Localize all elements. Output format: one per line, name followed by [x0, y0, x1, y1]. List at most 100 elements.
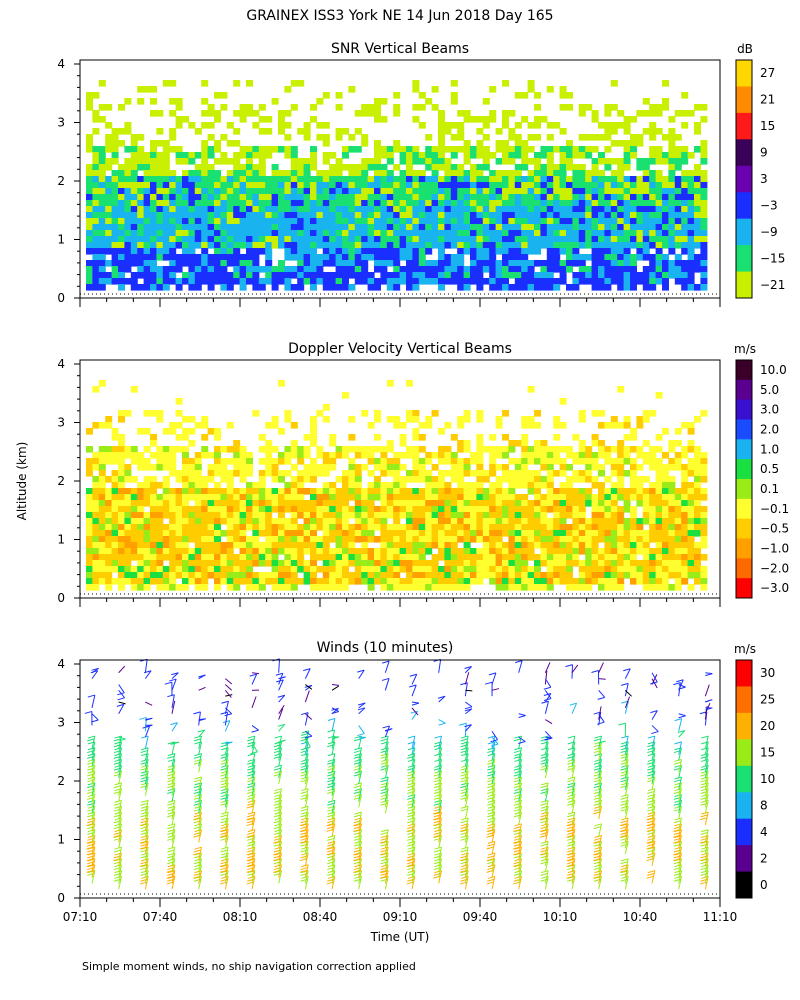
doppler-cell [598, 422, 605, 429]
snr-cell [540, 164, 548, 171]
doppler-cell [335, 530, 343, 537]
snr-cell [194, 194, 202, 201]
snr-cell [655, 176, 663, 183]
doppler-cell [399, 464, 407, 471]
doppler-cell [367, 560, 375, 567]
snr-cell [598, 158, 605, 165]
doppler-cell [521, 518, 529, 525]
doppler-cell [118, 476, 125, 483]
snr-cell [489, 278, 497, 285]
snr-cell [482, 224, 490, 231]
snr-cell [380, 200, 388, 207]
snr-cell [482, 194, 490, 201]
doppler-cell [342, 536, 349, 543]
snr-cell [617, 212, 625, 219]
doppler-cell [553, 458, 561, 465]
doppler-cell [105, 512, 113, 519]
snr-cell [546, 212, 554, 219]
doppler-cell [310, 428, 317, 435]
snr-cell [310, 212, 317, 219]
snr-cell [143, 242, 151, 249]
doppler-cell [521, 494, 529, 501]
snr-cell [463, 176, 471, 183]
snr-cell [463, 140, 471, 147]
snr-cell [540, 170, 548, 177]
doppler-cell [143, 428, 151, 435]
snr-cell [591, 278, 599, 285]
doppler-cell [137, 452, 145, 459]
doppler-cell [438, 530, 445, 537]
snr-cell [310, 158, 317, 165]
snr-cell [655, 218, 663, 225]
snr-cell [546, 122, 554, 129]
doppler-cell [457, 572, 465, 579]
doppler-cell [278, 548, 285, 555]
snr-cell [425, 194, 433, 201]
snr-cell [463, 206, 471, 213]
doppler-cell [361, 542, 369, 549]
snr-cell [566, 248, 573, 255]
doppler-cell [98, 578, 106, 585]
doppler-cell [169, 494, 177, 501]
snr-cell [578, 254, 586, 261]
snr-cell [271, 182, 279, 189]
doppler-cell [162, 530, 170, 537]
wind-barb-flag [113, 785, 122, 789]
doppler-cell [246, 560, 253, 567]
snr-cell [386, 182, 394, 189]
snr-cell [482, 212, 490, 219]
doppler-cell [175, 410, 183, 417]
wind-barb [91, 829, 96, 843]
doppler-cell [610, 494, 618, 501]
doppler-cell [630, 578, 637, 585]
doppler-cell [342, 446, 349, 453]
snr-cell [386, 236, 394, 243]
snr-cell [412, 242, 420, 249]
doppler-cell [438, 470, 445, 477]
snr-cell [86, 224, 93, 231]
doppler-cell [636, 482, 644, 489]
doppler-cell [527, 566, 535, 573]
doppler-cell [98, 560, 106, 567]
doppler-cell [694, 494, 701, 501]
snr-cell [150, 278, 157, 285]
doppler-cell [438, 482, 445, 489]
doppler-cell [374, 518, 381, 525]
doppler-cell [169, 548, 177, 555]
snr-cell [207, 266, 215, 273]
snr-cell [290, 218, 298, 225]
doppler-cell [636, 524, 644, 531]
doppler-cell [188, 506, 196, 513]
snr-cell [278, 176, 285, 183]
doppler-cell [540, 446, 548, 453]
snr-cell [444, 164, 452, 171]
wind-barb [91, 847, 96, 861]
snr-cell [143, 158, 151, 165]
snr-cell [578, 242, 586, 249]
doppler-cell [380, 548, 388, 555]
snr-cell [310, 230, 317, 237]
doppler-cell [361, 524, 369, 531]
snr-cell [162, 248, 170, 255]
wind-barb [144, 835, 149, 849]
snr-cell [527, 170, 535, 177]
doppler-cell [284, 446, 292, 453]
doppler-cell [92, 572, 100, 579]
snr-cell [655, 104, 663, 111]
snr-cell [214, 182, 221, 189]
doppler-cell [604, 560, 612, 567]
snr-cell [495, 206, 503, 213]
doppler-cell [214, 458, 221, 465]
doppler-cell [642, 506, 650, 513]
snr-cell [444, 158, 452, 165]
wind-barb-flag [139, 716, 147, 720]
wind-barb [118, 741, 123, 755]
snr-cell [156, 224, 164, 231]
doppler-cell [207, 452, 215, 459]
doppler-cell [527, 458, 535, 465]
doppler-cell [662, 452, 669, 459]
doppler-cell [169, 500, 177, 507]
doppler-cell [655, 458, 663, 465]
snr-cell [258, 266, 266, 273]
snr-cell [361, 134, 369, 141]
